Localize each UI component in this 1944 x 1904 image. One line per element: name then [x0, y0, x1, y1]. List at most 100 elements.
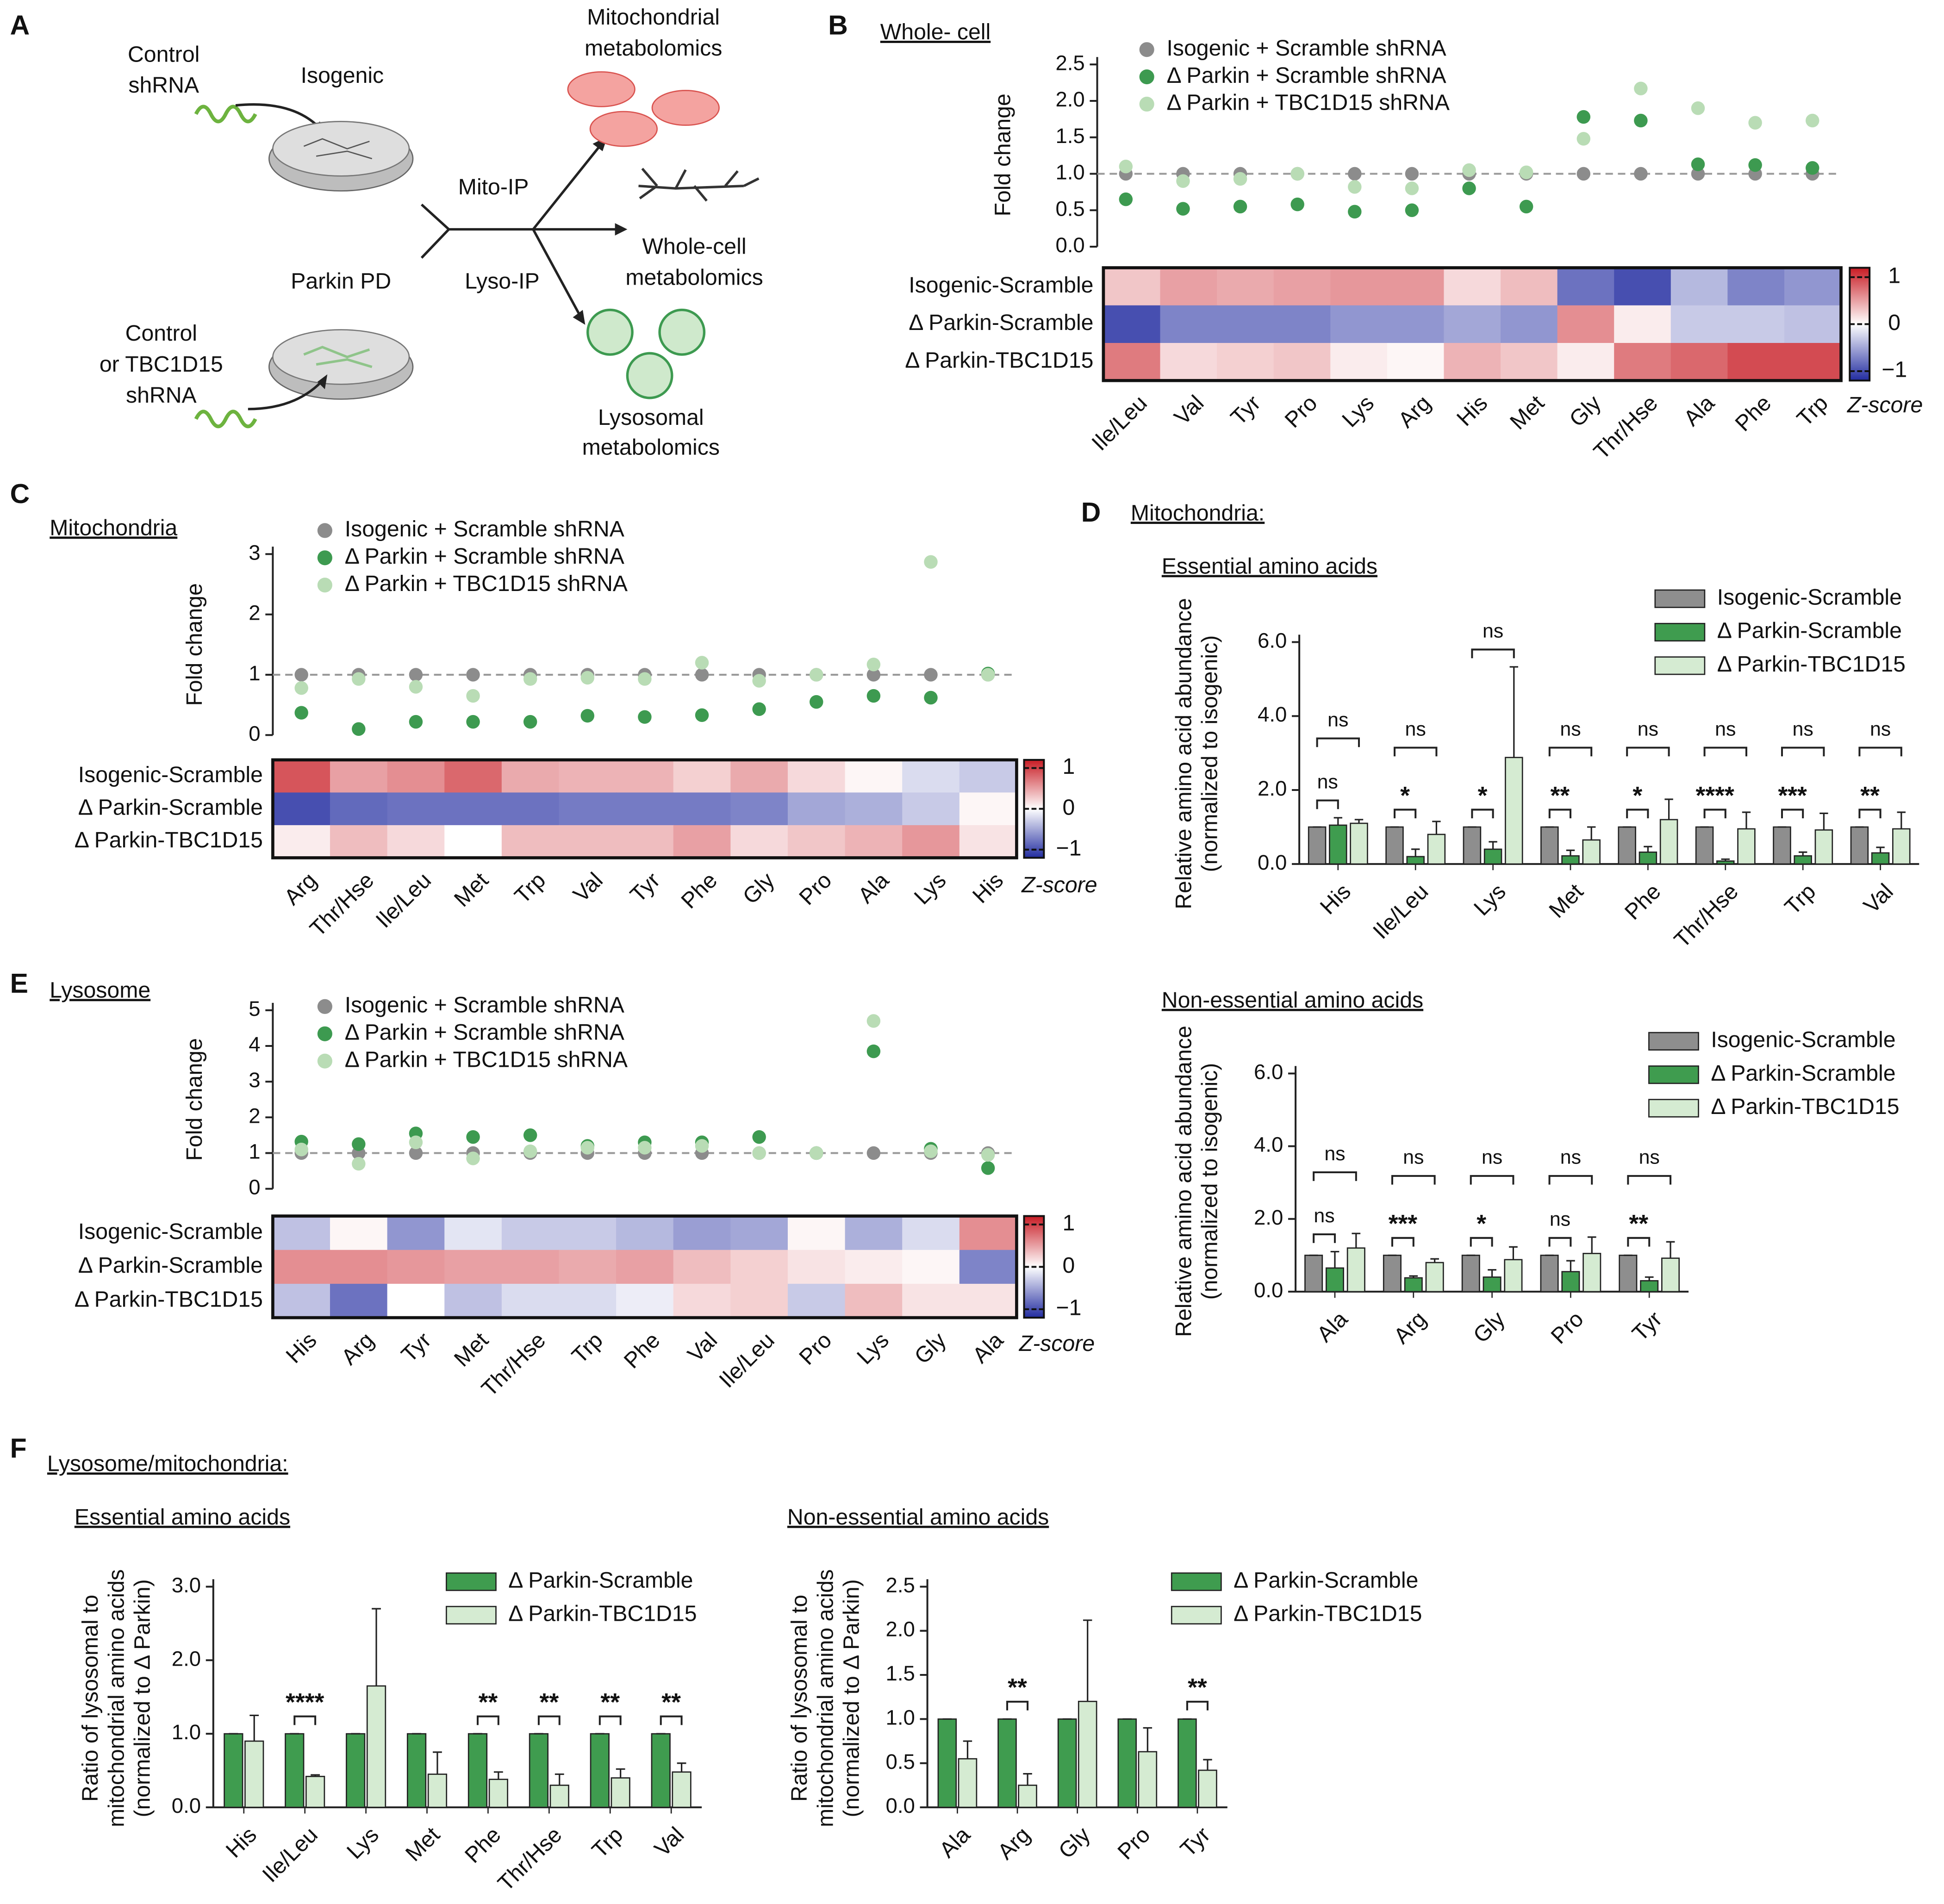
mitochondrion: [589, 111, 658, 147]
significance-label: ns: [1317, 771, 1338, 793]
data-point: [866, 668, 881, 682]
error-bar: [1352, 1232, 1361, 1248]
bar: [1716, 860, 1735, 865]
panel-label: E: [10, 969, 28, 999]
label: Mitochondrial: [587, 5, 720, 30]
heatmap-cell: [616, 759, 674, 793]
y-axis-label: Ratio of lysosomal to: [787, 1595, 812, 1802]
y-tick-label: 0.0: [1258, 851, 1287, 874]
bar: [1057, 1718, 1077, 1808]
row-label: Δ Parkin-TBC1D15: [905, 348, 1093, 373]
significance-label: ns: [1405, 718, 1426, 740]
row-label: Δ Parkin-Scramble: [78, 795, 263, 820]
colorbar-label: Z-score: [1021, 872, 1097, 897]
error-bar: [1587, 1236, 1596, 1254]
column-label: Ile/Leu: [371, 868, 436, 933]
column-label: Tyr: [625, 868, 665, 908]
bar: [1695, 826, 1714, 865]
panel-label: A: [10, 10, 30, 40]
column-label: Gly: [910, 1328, 951, 1369]
x-tick-label: Ala: [1312, 1307, 1353, 1347]
heatmap-cell: [787, 759, 846, 793]
heatmap-cell: [673, 1216, 731, 1251]
error-bar: [1566, 1260, 1575, 1272]
legend-swatch: [1654, 656, 1706, 675]
data-point: [580, 671, 595, 685]
legend-marker: [317, 550, 332, 566]
significance-label: ****: [286, 1689, 324, 1716]
data-point: [1748, 158, 1762, 172]
y-axis-label: (normalized to isogenic): [1197, 635, 1222, 872]
heatmap-cell: [845, 1216, 903, 1251]
data-point: [1634, 167, 1648, 181]
heatmap-cell: [1444, 268, 1502, 306]
colorbar-tick-label: −1: [1056, 836, 1081, 861]
data-point: [352, 1157, 366, 1171]
panel-label: D: [1081, 498, 1101, 528]
bar: [1561, 855, 1580, 865]
heatmap-cell: [902, 1250, 960, 1285]
column-label: His: [281, 1328, 321, 1368]
legend-label: Δ Parkin-TBC1D15: [1717, 652, 1906, 677]
data-point: [1806, 113, 1819, 128]
bar: [1483, 1276, 1502, 1293]
heatmap-cell: [959, 825, 1017, 859]
significance-bracket: [1470, 1175, 1514, 1185]
bar: [1198, 1769, 1217, 1808]
y-tick-label: 6.0: [1258, 628, 1287, 652]
heatmap-cell: [616, 1283, 674, 1319]
x-tick-label: Trp: [1780, 879, 1820, 920]
column-label: Lys: [910, 868, 951, 909]
heatmap-cell: [273, 1216, 331, 1251]
significance-bracket: [1703, 747, 1748, 757]
error-bar: [1645, 1276, 1654, 1281]
significance-bracket: [537, 1715, 561, 1725]
heatmap-cell: [387, 825, 445, 859]
heatmap-cell: [273, 759, 331, 793]
heatmap-cell: [1614, 268, 1672, 306]
significance-label: ns: [1560, 1146, 1581, 1169]
colorbar-tick-label: −1: [1882, 357, 1907, 382]
legend-swatch: [1654, 589, 1706, 608]
data-point: [752, 1146, 766, 1160]
column-label: Ala: [968, 1327, 1009, 1368]
heatmap-border: [271, 758, 1018, 859]
legend-label: Isogenic-Scramble: [1711, 1027, 1895, 1052]
significance-bracket: [1006, 1700, 1029, 1711]
error-bar: [1333, 817, 1343, 825]
error-bar: [963, 1740, 972, 1759]
y-tick-label: 4.0: [1254, 1133, 1283, 1157]
data-point: [1576, 167, 1590, 181]
significance-bracket: [1548, 809, 1571, 819]
column-label: Tyr: [1226, 391, 1265, 430]
error-bar: [1509, 666, 1518, 758]
significance-bracket: [1703, 809, 1726, 819]
x-tick-label: Arg: [993, 1822, 1035, 1864]
error-bar: [1023, 1773, 1032, 1786]
data-point: [866, 1146, 881, 1160]
heatmap-cell: [959, 1216, 1017, 1251]
heatmap-cell: [444, 792, 503, 826]
panel-label: F: [10, 1433, 27, 1463]
heatmap-cell: [787, 1283, 846, 1319]
data-point: [695, 1139, 709, 1153]
error-bar: [1488, 1269, 1496, 1277]
heatmap-cell: [616, 792, 674, 826]
column-label: Gly: [738, 868, 779, 909]
legend-marker: [1139, 42, 1154, 57]
significance-label: ns: [1324, 1143, 1345, 1165]
bar: [1178, 1718, 1197, 1808]
chart-title: Non-essential amino acids: [787, 1505, 1049, 1530]
error-bar: [677, 1762, 686, 1772]
legend-label: Δ Parkin-TBC1D15: [1234, 1601, 1422, 1626]
significance-bracket: [1393, 809, 1417, 819]
data-point: [409, 715, 423, 729]
data-point: [638, 672, 652, 686]
bar: [285, 1733, 305, 1808]
bar: [1640, 1280, 1659, 1293]
bar: [366, 1685, 386, 1808]
panel-label: B: [828, 10, 848, 40]
heatmap-cell: [730, 1216, 789, 1251]
bar: [1138, 1751, 1158, 1808]
heatmap-cell: [1727, 343, 1785, 381]
